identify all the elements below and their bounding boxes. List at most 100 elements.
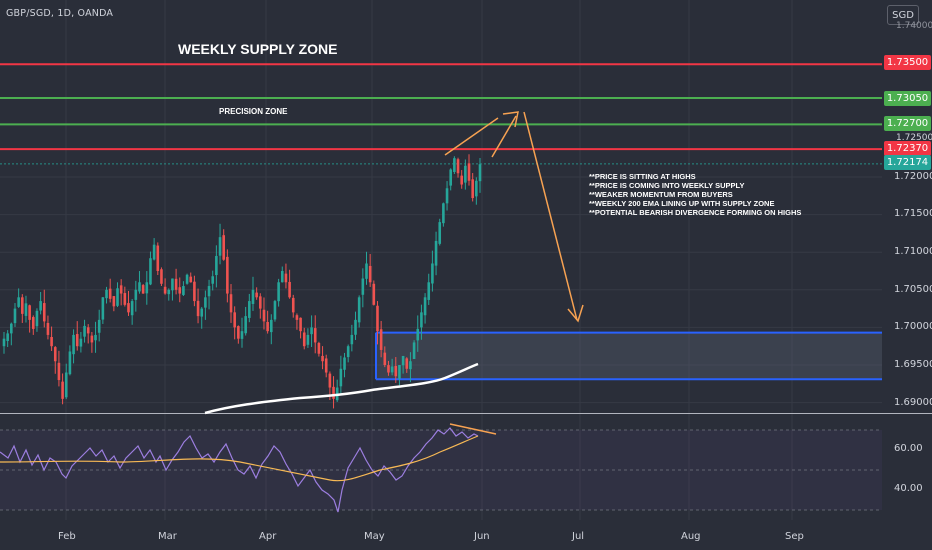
candle-body [372, 283, 376, 305]
time-tick: May [364, 531, 385, 542]
rsi-ma-line [0, 435, 479, 482]
symbol-label[interactable]: GBP/SGD, 1D, OANDA [6, 8, 114, 19]
candle-body [53, 347, 57, 362]
candle-body [284, 273, 288, 283]
candle-body [24, 303, 28, 316]
candle-body [387, 365, 390, 373]
candle-body [101, 297, 105, 320]
candle-body [280, 271, 284, 283]
candle-body [350, 334, 354, 345]
candle-body [302, 332, 306, 347]
price-tick: 1.71000 [894, 246, 932, 257]
candle-body [240, 331, 244, 339]
note-line: **PRICE IS COMING INTO WEEKLY SUPPLY [589, 181, 745, 190]
candle-body [343, 357, 346, 370]
price-tick: 1.72000 [894, 171, 932, 182]
candle-body [50, 337, 53, 347]
candle-body [97, 319, 101, 333]
level-tag-green-bottom[interactable]: 1.72700 [884, 116, 931, 131]
candle-body [119, 285, 123, 294]
candle-body [222, 235, 225, 260]
candle-body [259, 296, 262, 309]
time-tick: Jul [572, 531, 585, 542]
candle-body [156, 245, 160, 271]
candle-body [215, 255, 218, 276]
candle-body [86, 327, 90, 334]
last-price-tag[interactable]: 1.72174 [884, 155, 931, 170]
candle-body [277, 282, 280, 302]
candle-body [445, 188, 449, 204]
candle-body [167, 289, 171, 295]
time-tick: Apr [259, 531, 277, 542]
candle-body [244, 316, 247, 334]
candle-body [145, 282, 149, 294]
candle-body [401, 355, 405, 366]
candle-body [138, 282, 141, 292]
candle-body [394, 365, 398, 377]
candle-body [423, 297, 427, 316]
candle-body [123, 293, 127, 305]
candle-body [361, 278, 365, 295]
candle-body [189, 276, 193, 283]
candle-body [262, 309, 266, 322]
candle-body [273, 301, 277, 320]
candle-body [365, 263, 368, 279]
candle-body [116, 288, 119, 306]
zone-title: WEEKLY SUPPLY ZONE [178, 41, 338, 57]
candle-body [324, 358, 328, 373]
arrowhead-up [502, 111, 519, 128]
candle-body [475, 180, 478, 197]
candle-body [321, 355, 324, 362]
demand-zone [376, 332, 882, 380]
candle-body [229, 294, 233, 313]
rsi-divergence-line [449, 423, 497, 435]
time-tick: Feb [58, 531, 76, 542]
candle-body [35, 310, 39, 327]
candle-body [313, 328, 317, 343]
candle-body [339, 368, 343, 387]
candle-body [383, 352, 387, 365]
candle-body [211, 276, 215, 284]
candle-body [332, 386, 335, 399]
candle-body [291, 297, 295, 313]
time-tick: Jun [474, 531, 490, 542]
candle-body [376, 305, 379, 332]
candle-body [196, 300, 200, 317]
price-tick-partial: 1.72500 [896, 133, 932, 143]
candle-body [453, 158, 456, 172]
candle-body [10, 323, 13, 334]
candle-body [141, 285, 145, 294]
rsi-tick: 40.00 [894, 483, 923, 494]
candle-body [28, 305, 31, 320]
level-tag-red-bottom[interactable]: 1.72370 [884, 141, 931, 156]
candle-body [266, 322, 269, 332]
candle-body [75, 334, 79, 347]
candle-body [412, 342, 416, 359]
candle-body [449, 169, 453, 186]
candle-body [467, 163, 471, 181]
price-tick: 1.69000 [894, 397, 932, 408]
level-tag-red-top[interactable]: 1.73500 [884, 55, 931, 70]
candle-body [171, 278, 174, 291]
candle-body [163, 286, 167, 294]
candle-body [39, 301, 42, 311]
candle-body [72, 334, 75, 355]
candle-body [134, 289, 138, 300]
candle-body [200, 308, 204, 317]
candle-body [127, 303, 130, 313]
candle-body [288, 281, 291, 298]
currency-button[interactable]: SGD [887, 5, 919, 25]
candle-body [108, 288, 112, 299]
candle-body [456, 159, 460, 174]
candle-body [464, 165, 467, 183]
note-line: **WEEKLY 200 EMA LINING UP WITH SUPPLY Z… [589, 199, 775, 208]
candle-body [13, 308, 17, 324]
candle-body [390, 366, 394, 373]
price-tick: 1.69500 [894, 359, 932, 370]
level-tag-green-top[interactable]: 1.73050 [884, 91, 931, 106]
candle-body [149, 258, 152, 285]
note-line: **WEAKER MOMENTUM FROM BUYERS [589, 190, 733, 199]
candle-body [269, 319, 273, 333]
